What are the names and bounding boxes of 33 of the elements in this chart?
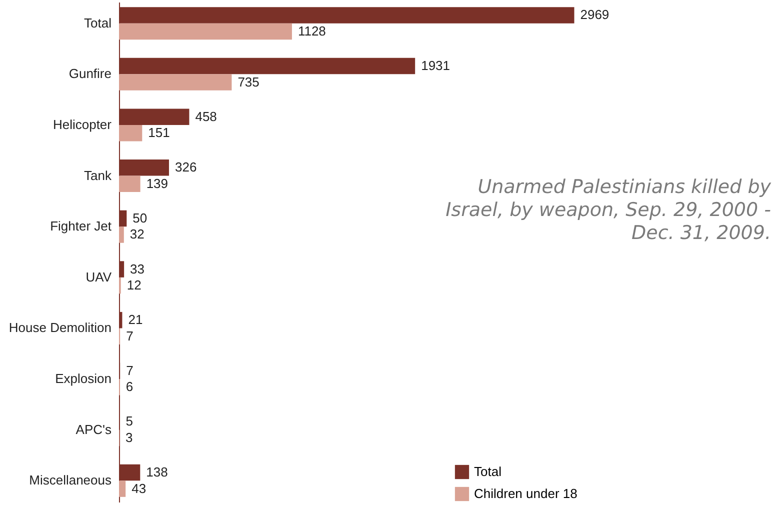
data-label: 1128: [298, 23, 326, 38]
data-label: 33: [130, 261, 145, 276]
data-label: 458: [195, 108, 217, 124]
data-label: 3: [125, 430, 133, 445]
data-label: 6: [126, 379, 134, 394]
y-tick-label: Fighter Jet: [50, 218, 112, 234]
data-label: 326: [174, 160, 197, 175]
legend-label: Children under 18: [474, 486, 578, 501]
data-label: 21: [128, 312, 143, 328]
data-label: 12: [126, 278, 142, 293]
data-label: 5: [126, 414, 133, 429]
data-label: 2969: [580, 7, 610, 22]
y-tick-label: Miscellaneous: [29, 472, 112, 488]
y-tick-label: Gunfire: [68, 66, 112, 82]
data-label: 7: [126, 328, 134, 344]
data-label: 50: [132, 210, 148, 226]
text: Unarmed Palestinians killed by Israel, by weapon, Sep. 29, 2000 - Dec. 31, 2009.: [444, 176, 771, 245]
data-label: 32: [130, 226, 144, 242]
data-label: 138: [146, 464, 168, 480]
y-tick-label: Tank: [84, 168, 112, 183]
y-tick-label: APC's: [76, 422, 112, 437]
data-label: 1931: [421, 58, 450, 74]
data-label: 735: [238, 74, 260, 90]
y-tick-label: Total: [84, 15, 112, 30]
data-label: 43: [132, 480, 146, 496]
data-label: 139: [146, 176, 168, 191]
data-label: 7: [126, 362, 134, 378]
data-label: 151: [148, 125, 170, 140]
y-tick-label: Helicopter: [52, 116, 112, 132]
y-tick-label: House Demolition: [8, 320, 112, 336]
legend-label: Total: [474, 464, 502, 479]
y-tick-label: UAV: [86, 269, 112, 284]
y-tick-label: Explosion: [55, 371, 112, 386]
